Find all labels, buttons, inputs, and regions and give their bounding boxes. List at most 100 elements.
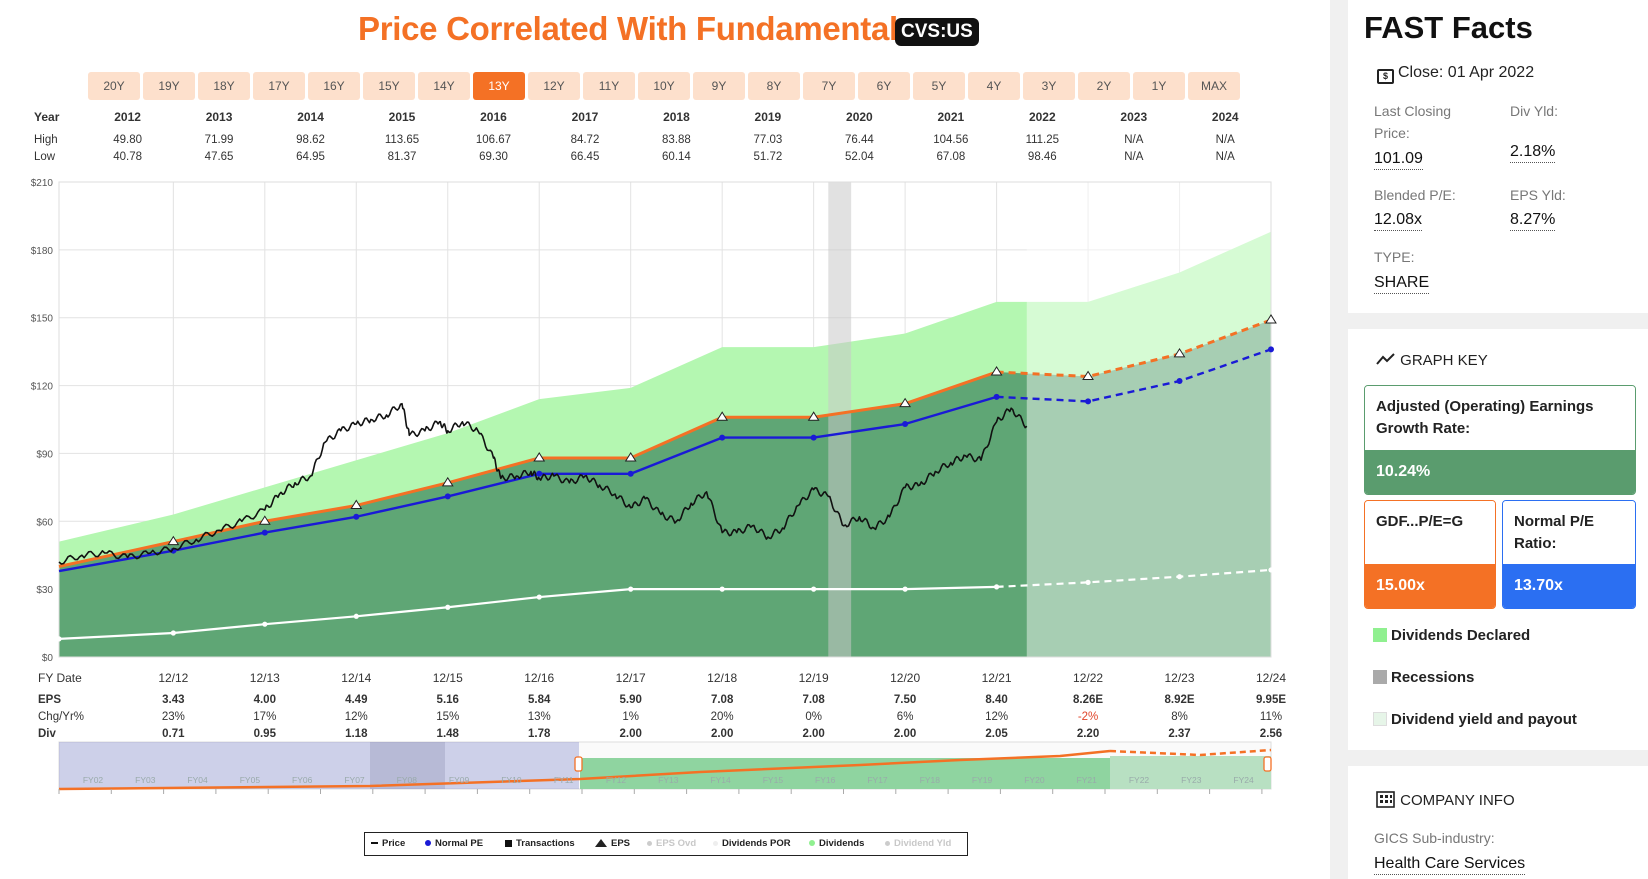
chg-cell: -2% — [1077, 711, 1099, 723]
navigator-label: FY06 — [292, 775, 313, 785]
fy-date-cell: 12/19 — [798, 671, 829, 685]
normal-pe-box[interactable]: Normal P/E Ratio: 13.70x — [1502, 500, 1636, 609]
tab-10y[interactable]: 10Y — [638, 72, 690, 100]
eps-marker — [533, 452, 546, 462]
y-tick-label: $90 — [36, 449, 53, 460]
legend-price[interactable]: Price — [371, 838, 405, 849]
tab-6y[interactable]: 6Y — [858, 72, 910, 100]
legend-dividends-por[interactable]: Dividends POR — [713, 838, 791, 849]
fy-date-cell: 12/23 — [1164, 671, 1195, 685]
normal-pe-point — [719, 434, 726, 441]
dividends-por-point — [1268, 567, 1274, 573]
legend-eps[interactable]: EPS — [595, 838, 630, 849]
year-cell: 2018 — [663, 110, 690, 124]
high-cell: 76.44 — [844, 134, 874, 146]
legend-dividends[interactable]: Dividends — [809, 838, 864, 849]
tab-2y[interactable]: 2Y — [1078, 72, 1130, 100]
tab-19y[interactable]: 19Y — [143, 72, 195, 100]
last-closing-label: Last Closing Price: — [1374, 103, 1452, 141]
year-cell: 2012 — [114, 110, 141, 124]
fy-date-cell: 12/17 — [615, 671, 646, 685]
eps-cell: 5.84 — [528, 694, 551, 706]
y-tick-label: $30 — [36, 585, 53, 596]
tab-4y[interactable]: 4Y — [968, 72, 1020, 100]
normal-pe-point — [444, 493, 451, 500]
growth-rate-box[interactable]: Adjusted (Operating) Earnings Growth Rat… — [1364, 385, 1636, 495]
navigator-label: FY08 — [397, 775, 418, 785]
tab-5y[interactable]: 5Y — [913, 72, 965, 100]
key-dividend-yield[interactable]: Dividend yield and payout — [1373, 711, 1577, 728]
high-cell: 83.88 — [662, 134, 691, 146]
tab-13y[interactable]: 13Y — [473, 72, 525, 100]
navigator-label: FY16 — [815, 775, 836, 785]
eps-marker — [1082, 370, 1094, 381]
dividends-swatch — [1373, 628, 1387, 642]
tab-7y[interactable]: 7Y — [803, 72, 855, 100]
div-cell: 2.00 — [619, 728, 642, 740]
legend-eps-ovd[interactable]: EPS Ovd — [647, 838, 696, 849]
dividends-por-point — [993, 584, 1000, 590]
gdf-label: GDF...P/E=G — [1365, 501, 1495, 543]
tab-9y[interactable]: 9Y — [693, 72, 745, 100]
navigator-eps-line — [58, 749, 1111, 791]
tab-17y[interactable]: 17Y — [253, 72, 305, 100]
fundamentals-chart[interactable]: $0 $30 $60 $90 $120 $150 $180 $210 FY02 FY03 FY04 F… — [0, 0, 1330, 879]
key-dividends-declared[interactable]: Dividends Declared — [1373, 627, 1530, 644]
eps-cell: 8.40 — [985, 694, 1008, 706]
tab-18y[interactable]: 18Y — [198, 72, 250, 100]
fast-facts-title: FAST Facts — [1364, 10, 1533, 45]
normal-pe-point — [536, 470, 543, 477]
normal-pe-point — [1176, 378, 1183, 385]
dividends-por-point — [445, 604, 451, 610]
div-row: Div 0.71 0.95 1.18 1.48 1.78 2.00 2.00 2.00 2.00… — [0, 728, 1330, 744]
tab-15y[interactable]: 15Y — [363, 72, 415, 100]
navigator-label: FY22 — [1129, 775, 1150, 785]
tab-12y[interactable]: 12Y — [528, 72, 580, 100]
gdf-box[interactable]: GDF...P/E=G 15.00x — [1364, 500, 1496, 609]
last-closing-value[interactable]: 101.09 — [1374, 149, 1423, 170]
tab-14y[interactable]: 14Y — [418, 72, 470, 100]
low-row: Low 40.78 47.65 64.95 81.37 69.30 66.45 60.14 5… — [0, 151, 1330, 167]
graph-key-card: GRAPH KEY Adjusted (Operating) Earnings … — [1348, 329, 1648, 750]
low-cell: 47.65 — [204, 151, 234, 163]
eps-marker — [1265, 314, 1277, 324]
high-cell: 71.99 — [204, 134, 234, 146]
type-value[interactable]: SHARE — [1374, 273, 1430, 294]
div-yld-value[interactable]: 2.18% — [1510, 142, 1556, 163]
legend-transactions[interactable]: Transactions — [505, 838, 575, 849]
tab-8y[interactable]: 8Y — [748, 72, 800, 100]
year-row: Year 2012 2013 2014 2015 2016 2017 2018 2019 202… — [0, 110, 1330, 126]
key-recessions[interactable]: Recessions — [1373, 669, 1474, 686]
chg-cell: 20% — [710, 711, 734, 723]
close-date: $ Close: 01 Apr 2022 — [1377, 64, 1534, 84]
gics-value[interactable]: Health Care Services — [1374, 854, 1526, 875]
high-cell: 111.25 — [1025, 134, 1060, 146]
blended-pe-value[interactable]: 12.08x — [1374, 210, 1423, 231]
tab-16y[interactable]: 16Y — [308, 72, 360, 100]
navigator-label: FY04 — [187, 775, 208, 785]
normal-pe-point — [902, 421, 909, 428]
type-label: TYPE: — [1374, 249, 1415, 265]
company-info-card: COMPANY INFO GICS Sub-industry: Health C… — [1348, 766, 1648, 879]
navigator-label: FY21 — [1077, 775, 1098, 785]
chg-cell: 12% — [985, 711, 1009, 723]
dividends-por-point — [1085, 579, 1091, 585]
div-cell: 2.00 — [802, 728, 825, 740]
low-label: Low — [34, 151, 56, 163]
year-cell: 2015 — [388, 110, 416, 124]
y-tick-label: $210 — [31, 178, 54, 189]
eps-yld-value[interactable]: 8.27% — [1510, 210, 1556, 231]
tab-3y[interactable]: 3Y — [1023, 72, 1075, 100]
chg-row: Chg/Yr% 23% 17% 12% 15% 13% 1% 20% 0% 6% 12% -2% 8%… — [0, 711, 1330, 727]
tab-1y[interactable]: 1Y — [1133, 72, 1185, 100]
company-info-header: COMPANY INFO — [1376, 790, 1515, 809]
tab-20y[interactable]: 20Y — [88, 72, 140, 100]
navigator-label: FY18 — [920, 775, 941, 785]
high-cell: 84.72 — [570, 134, 600, 146]
legend-normal-pe[interactable]: Normal PE — [425, 838, 483, 849]
fy-date-cell: 12/21 — [981, 671, 1012, 685]
legend-dividend-yld[interactable]: Dividend Yld — [885, 838, 951, 849]
tab-11y[interactable]: 11Y — [583, 72, 635, 100]
tab-max[interactable]: MAX — [1188, 72, 1240, 100]
navigator-label: FY20 — [1024, 775, 1045, 785]
